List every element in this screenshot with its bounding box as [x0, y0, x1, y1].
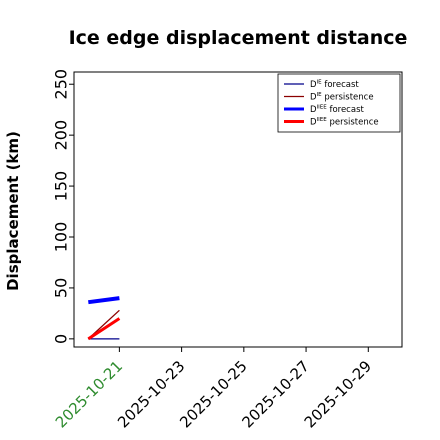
- y-tick-label: 50: [52, 278, 71, 298]
- y-tick-label: 250: [52, 69, 71, 100]
- y-tick-label: 200: [52, 120, 71, 151]
- plot-area: [73, 71, 403, 348]
- x-axis: 2025-10-212025-10-232025-10-252025-10-27…: [52, 347, 375, 431]
- y-axis: 0 50 100 150 200 250: [52, 69, 74, 344]
- legend-entry-label: DIE forecast: [310, 80, 359, 91]
- x-tick-label: 2025-10-29: [301, 357, 375, 431]
- series-line-diiee-persistence: [87, 317, 121, 341]
- y-tick-label: 150: [52, 171, 71, 202]
- series-layer: [87, 296, 121, 341]
- legend-entry-label: DIE persistence: [310, 92, 374, 103]
- chart-title: Ice edge displacement distance: [69, 27, 408, 49]
- y-tick-label: 100: [52, 222, 71, 253]
- y-axis-label: Displacement (km): [4, 131, 22, 291]
- series-line-diiee-forecast: [88, 296, 120, 305]
- legend-entry-label: DIIEE persistence: [310, 117, 379, 128]
- legend-entry-label: DIIEE forecast: [310, 105, 364, 116]
- y-tick-label: 0: [52, 334, 71, 344]
